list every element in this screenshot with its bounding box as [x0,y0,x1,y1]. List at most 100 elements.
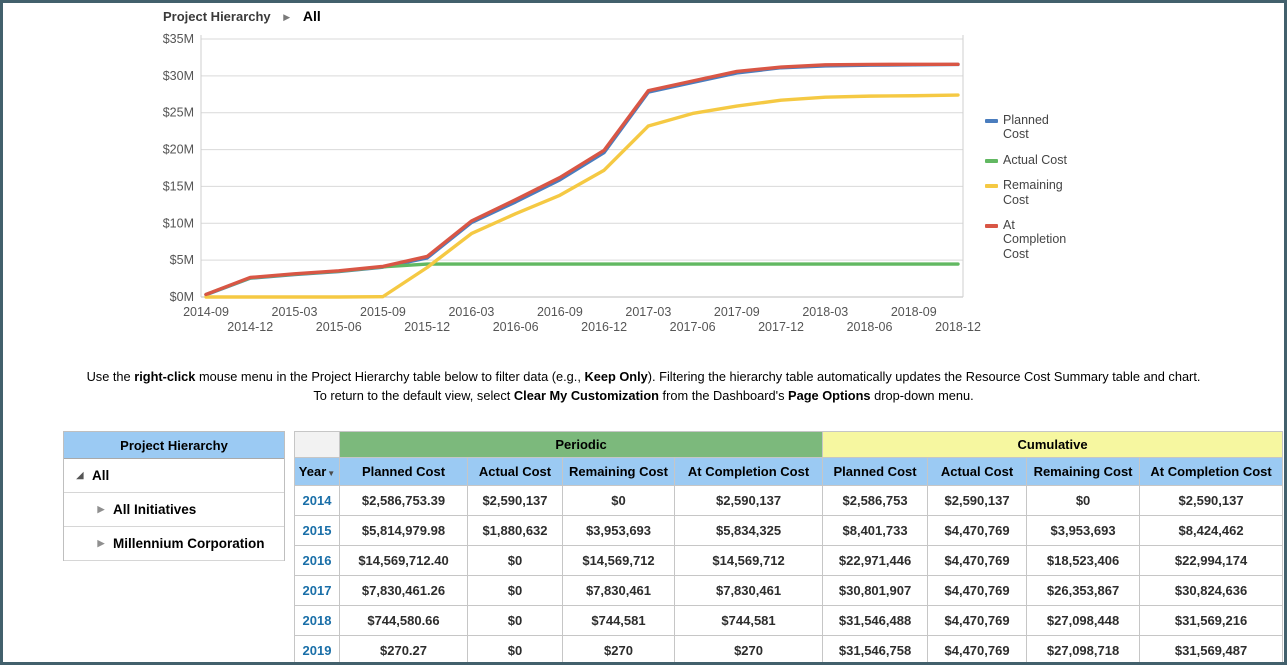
x-axis-tick-label: 2015-06 [316,320,362,334]
cumulative-planned-value: $8,401,733 [822,515,929,547]
hierarchy-item-all-initiatives[interactable]: ▶ All Initiatives [64,493,284,528]
cumulative-at-completion-cost-header[interactable]: At Completion Cost [1139,457,1284,487]
cumulative-planned-value: $31,546,488 [822,605,929,637]
legend-swatch-icon [985,184,998,189]
periodic-remaining-value: $14,569,712 [562,545,675,577]
cumulative-actual-value: $4,470,769 [927,545,1028,577]
legend-label: Remaining Cost [1003,178,1063,207]
expand-node-icon[interactable]: ▶ [97,504,105,515]
hierarchy-item-millennium-corporation[interactable]: ▶ Millennium Corporation [64,527,284,562]
periodic-remaining-value: $0 [562,485,675,517]
x-axis-tick-label: 2017-09 [714,305,760,319]
periodic-remaining-cost-header[interactable]: Remaining Cost [562,457,675,487]
legend-item-planned-cost: Planned Cost [985,113,1077,142]
year-link-2016[interactable]: 2016 [302,553,332,569]
year-link-2018[interactable]: 2018 [302,613,332,629]
x-axis-tick-label: 2015-12 [404,320,450,334]
x-axis-tick-label: 2015-03 [272,305,318,319]
x-axis-tick-label: 2018-12 [935,320,981,334]
legend-swatch-icon [985,158,998,163]
cumulative-planned-value: $30,801,907 [822,575,929,607]
emphasized-term: Keep Only [584,369,648,384]
periodic-actual-value: $2,590,137 [467,485,563,517]
cost-row-2017: 2017 $7,830,461.26 $0 $7,830,461 $7,830,461 $… [294,575,1284,607]
y-axis-tick-label: $10M [163,216,194,230]
breadcrumb: Project Hierarchy ▶ All [3,3,1284,27]
periodic-planned-cost-header[interactable]: Planned Cost [339,457,468,487]
cost-chart-region: $0M $5M $10M $15M $20M $25M $30M $35M 2014-09 201… [3,27,1284,343]
cumulative-at-completion-value: $8,424,462 [1139,515,1284,547]
legend-label: Actual Cost [1003,152,1067,167]
collapse-node-icon[interactable]: ◢ [76,470,84,481]
x-axis-tick-label: 2018-09 [891,305,937,319]
resource-cost-summary: Periodic Cumulative Year▼ Planned Cost A… [294,431,1284,662]
periodic-actual-cost-header[interactable]: Actual Cost [467,457,563,487]
text-segment: from the Dashboard's [658,387,789,403]
periodic-actual-value: $0 [467,605,563,637]
y-axis-tick-label: $15M [163,179,194,193]
x-axis-tick-label: 2017-03 [625,305,671,319]
periodic-at-completion-value: $7,830,461 [673,575,824,607]
chart-legend: Planned Cost Actual Cost Remaining Cost At … [985,113,1077,272]
y-axis-tick-label: $5M [170,253,194,267]
cost-row-2018: 2018 $744,580.66 $0 $744,581 $744,581 $31,546… [294,605,1284,637]
cumulative-planned-cost-header[interactable]: Planned Cost [822,457,929,487]
periodic-remaining-value: $744,581 [562,605,675,637]
year-cell: 2017 [294,575,340,607]
periodic-at-completion-value: $744,581 [673,605,824,637]
periodic-remaining-value: $3,953,693 [562,515,675,547]
year-link-2015[interactable]: 2015 [302,523,332,539]
breadcrumb-current: All [302,8,321,24]
emphasized-term: right-click [134,369,196,384]
instructions-line-2: To return to the default view, select Cl… [9,387,1278,406]
periodic-at-completion-cost-header[interactable]: At Completion Cost [673,457,824,487]
cumulative-at-completion-value: $22,994,174 [1139,545,1284,577]
cumulative-remaining-value: $0 [1026,485,1141,517]
periodic-at-completion-value: $270 [673,635,824,662]
cost-row-2014: 2014 $2,586,753.39 $2,590,137 $0 $2,590,137 $… [294,485,1284,517]
cumulative-actual-cost-header[interactable]: Actual Cost [927,457,1028,487]
cumulative-planned-value: $22,971,446 [822,545,929,577]
year-column-header[interactable]: Year▼ [294,457,340,487]
periodic-planned-value: $270.27 [339,635,468,662]
x-axis-tick-label: 2017-06 [670,320,716,334]
cost-chart-svg: $0M$5M$10M$15M$20M$25M$30M$35M2014-09201… [163,32,981,334]
y-axis-tick-label: $30M [163,69,194,83]
periodic-at-completion-value: $2,590,137 [673,485,824,517]
cumulative-group-header: Cumulative [822,431,1284,459]
series-line-remaining-cost [204,93,960,299]
legend-label: At Completion Cost [1003,217,1067,261]
periodic-at-completion-value: $14,569,712 [673,545,824,577]
cumulative-at-completion-value: $31,569,487 [1139,635,1284,662]
legend-item-remaining-cost: Remaining Cost [985,178,1077,207]
year-link-2017[interactable]: 2017 [302,583,332,599]
cumulative-remaining-cost-header[interactable]: Remaining Cost [1026,457,1141,487]
y-axis-tick-label: $0M [170,290,194,304]
emphasized-term: Clear My Customization [513,387,659,403]
periodic-group-header: Periodic [338,431,824,459]
text-segment: Use the [86,369,135,384]
project-hierarchy-header: Project Hierarchy [64,432,284,460]
bottom-section: Project Hierarchy ◢ All ▶ All Initiatives ▶ M… [3,431,1284,662]
year-cell: 2014 [294,485,340,517]
text-segment: ). Filtering the hierarchy table automat… [647,369,1201,384]
periodic-remaining-value: $270 [562,635,675,662]
cumulative-actual-value: $2,590,137 [927,485,1028,517]
cumulative-actual-value: $4,470,769 [927,605,1028,637]
y-axis-tick-label: $35M [163,32,194,46]
x-axis-tick-label: 2018-06 [847,320,893,334]
breadcrumb-arrow-icon: ▶ [283,12,291,22]
year-link-2019[interactable]: 2019 [302,643,332,659]
year-link-2014[interactable]: 2014 [302,493,332,509]
year-cell: 2018 [294,605,340,637]
cumulative-actual-value: $4,470,769 [927,575,1028,607]
y-axis-tick-label: $20M [163,143,194,157]
expand-node-icon[interactable]: ▶ [97,538,105,549]
periodic-planned-value: $2,586,753.39 [339,485,468,517]
hierarchy-item-all[interactable]: ◢ All [64,459,284,494]
periodic-actual-value: $0 [467,575,563,607]
year-cell: 2016 [294,545,340,577]
hierarchy-item-label: Millennium Corporation [113,536,265,552]
breadcrumb-parent[interactable]: Project Hierarchy [163,9,271,24]
